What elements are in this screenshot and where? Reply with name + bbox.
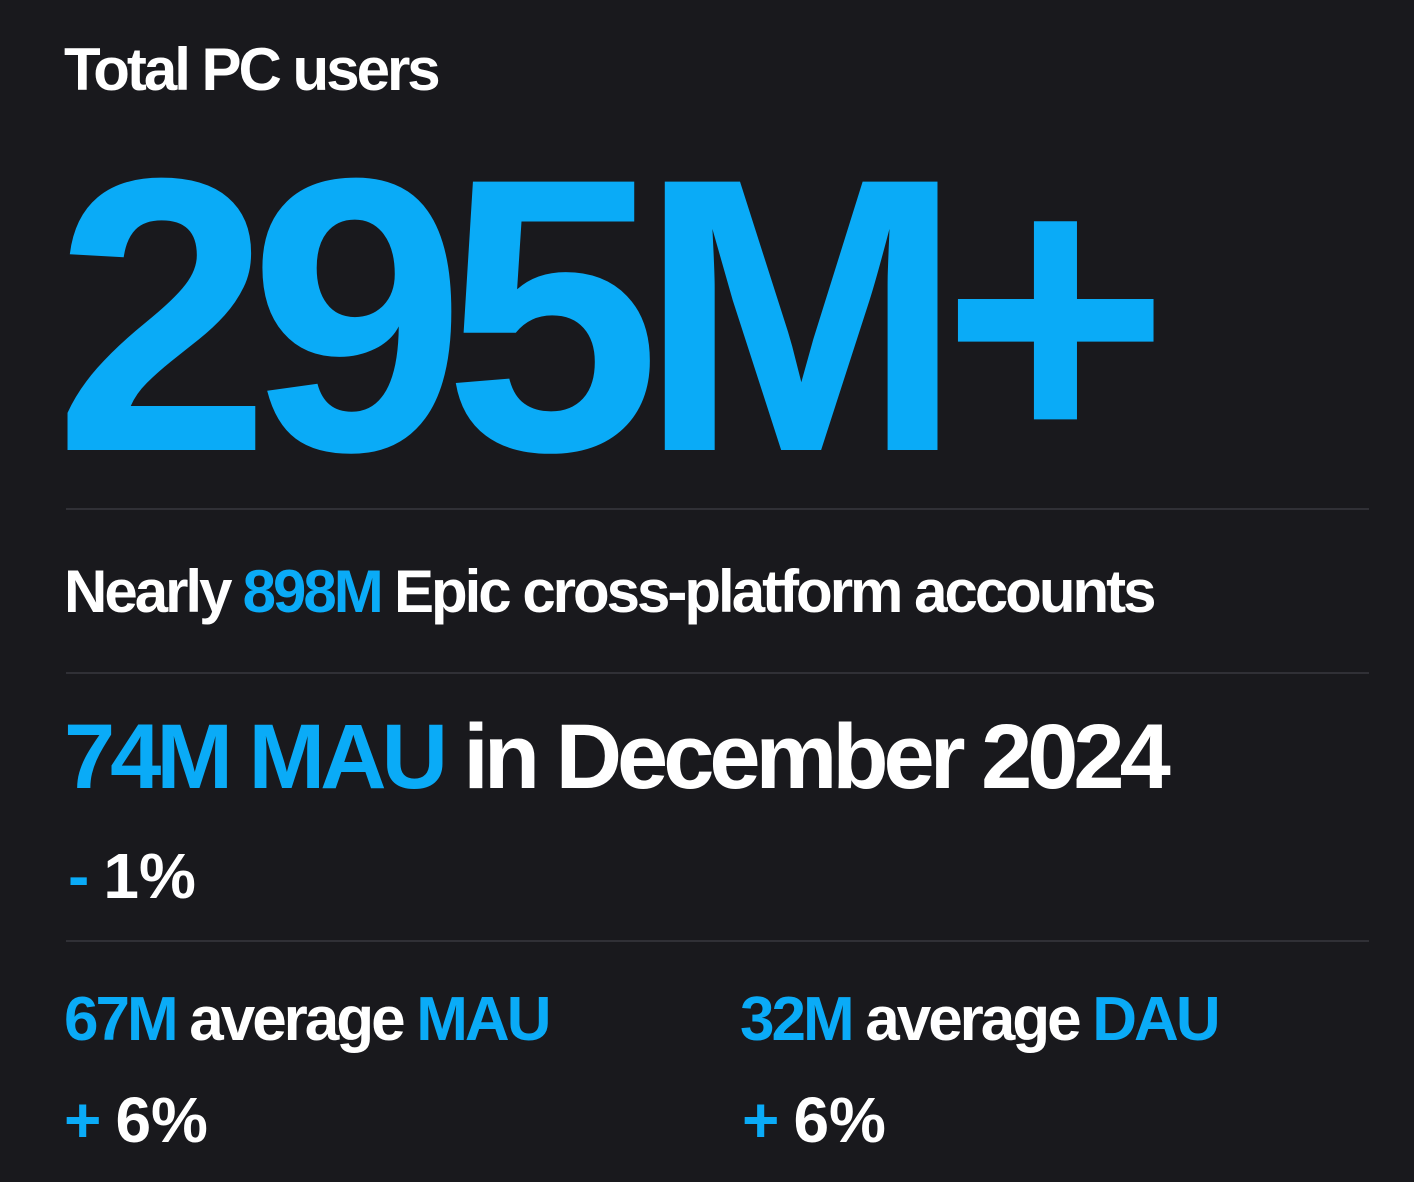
monthly-mau-change: -1% <box>68 836 196 916</box>
average-dau-value: 32M <box>740 985 855 1054</box>
accounts-stat: Nearly 898M Epic cross-platform accounts <box>64 552 1157 632</box>
average-mau-label: average <box>189 985 405 1054</box>
average-dau-metric: DAU <box>1092 985 1220 1054</box>
change-sign: + <box>64 1084 102 1156</box>
accounts-suffix: Epic cross-platform accounts <box>393 558 1157 625</box>
change-value: 6% <box>793 1084 886 1156</box>
divider <box>66 672 1369 674</box>
divider <box>66 508 1369 510</box>
change-sign: + <box>742 1084 780 1156</box>
accounts-prefix: Nearly <box>64 558 232 625</box>
average-dau-label: average <box>865 985 1081 1054</box>
monthly-mau-stat: 74M MAU in December 2024 <box>64 702 1171 812</box>
total-pc-users-value: 295M+ <box>54 97 1169 533</box>
divider <box>66 940 1369 942</box>
average-dau-stat: 32M average DAU <box>740 980 1221 1060</box>
change-value: 1% <box>103 840 196 912</box>
average-mau-change: +6% <box>64 1080 208 1160</box>
accounts-value: 898M <box>242 558 384 625</box>
average-mau-stat: 67M average MAU <box>64 980 551 1060</box>
monthly-mau-period: in December 2024 <box>463 706 1170 808</box>
monthly-mau-value: 74M MAU <box>64 706 448 808</box>
section-title: Total PC users <box>64 36 441 103</box>
change-value: 6% <box>115 1084 208 1156</box>
average-dau-change: +6% <box>742 1080 886 1160</box>
average-mau-value: 67M <box>64 985 179 1054</box>
change-sign: - <box>68 840 90 912</box>
average-mau-metric: MAU <box>416 985 551 1054</box>
